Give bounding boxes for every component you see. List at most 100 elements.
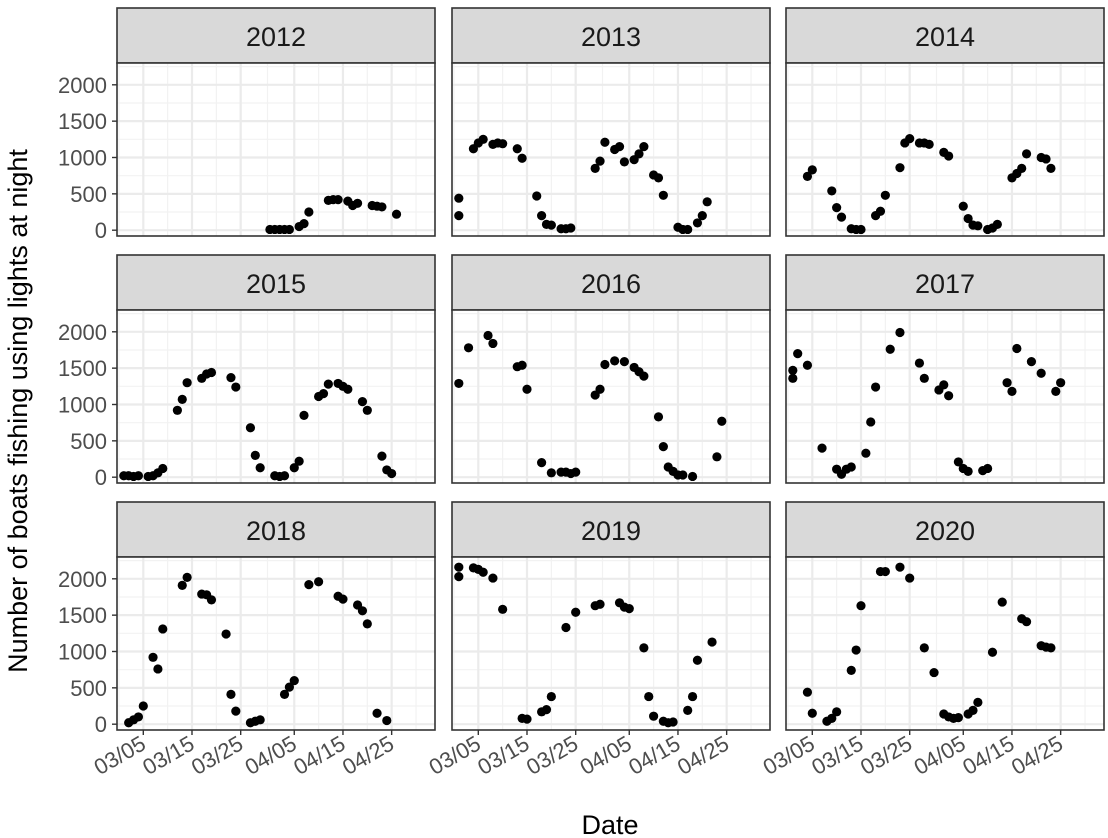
data-point: [1021, 149, 1032, 159]
data-point: [377, 202, 387, 212]
data-point: [454, 572, 464, 582]
data-point: [1046, 643, 1056, 653]
data-point: [644, 691, 654, 702]
data-point: [880, 566, 890, 577]
data-point: [707, 637, 717, 647]
data-point: [454, 378, 464, 389]
x-tick-label: 04/15: [624, 731, 684, 780]
y-tick-label: 2000: [58, 320, 107, 345]
y-tick-label: 2000: [58, 567, 107, 592]
facet-strip: [785, 7, 1105, 64]
data-point: [255, 463, 265, 473]
data-point: [153, 664, 163, 674]
data-point: [284, 682, 294, 692]
data-point: [851, 645, 861, 655]
data-point: [614, 141, 625, 152]
y-tick-label: 0: [95, 465, 107, 490]
data-point: [885, 344, 895, 354]
data-point: [634, 149, 644, 159]
data-point: [231, 706, 241, 716]
data-point: [624, 604, 634, 614]
data-point: [944, 391, 954, 401]
data-point: [387, 468, 397, 479]
data-point: [924, 139, 934, 150]
panel-border: [451, 62, 771, 237]
panel-border: [116, 62, 436, 237]
data-point: [532, 191, 542, 201]
data-point: [546, 220, 556, 230]
data-point: [289, 675, 299, 686]
data-point: [343, 384, 353, 394]
plot-area: [117, 557, 435, 730]
data-point: [619, 357, 629, 367]
y-tick-label: 0: [95, 712, 107, 737]
data-point: [905, 133, 915, 144]
data-point: [712, 452, 722, 462]
panel-border: [785, 556, 1105, 731]
data-point: [522, 714, 532, 724]
data-point: [284, 224, 294, 235]
data-point: [1017, 163, 1027, 173]
data-point: [498, 604, 508, 614]
data-point: [488, 338, 498, 349]
data-point: [299, 410, 309, 420]
facet-strip: [451, 254, 771, 311]
data-point: [658, 190, 668, 200]
facet-strip: [451, 501, 771, 558]
facet-strip: [785, 501, 1105, 558]
data-point: [333, 195, 343, 205]
data-point: [619, 157, 629, 167]
data-point: [802, 360, 813, 370]
data-point: [221, 629, 231, 639]
data-point: [832, 203, 842, 213]
y-axis-title: Number of boats fishing using lights at …: [3, 149, 33, 673]
data-point: [546, 468, 556, 478]
data-point: [1051, 386, 1061, 397]
data-point: [391, 209, 402, 219]
data-point: [357, 606, 368, 616]
x-tick-label: 03/25: [187, 731, 247, 780]
facet-strip: [116, 254, 436, 311]
y-tick-label: 1000: [58, 639, 107, 664]
data-point: [653, 173, 664, 183]
data-point: [692, 218, 703, 228]
data-point: [1007, 386, 1017, 397]
data-point: [537, 458, 547, 468]
data-point: [914, 358, 925, 368]
data-point: [895, 163, 905, 173]
data-point: [595, 384, 605, 394]
y-tick-label: 1000: [58, 392, 107, 417]
data-point: [939, 380, 949, 390]
data-point: [382, 715, 392, 726]
data-point: [1046, 163, 1056, 173]
x-tick-label: 03/05: [425, 731, 485, 780]
data-point: [793, 349, 803, 359]
data-point: [687, 471, 698, 482]
data-point: [788, 373, 798, 383]
facet-panel-2013: 2013: [451, 7, 771, 237]
data-point: [546, 691, 556, 702]
data-point: [488, 573, 498, 583]
facet-strip-label: 2020: [915, 516, 975, 546]
data-point: [953, 457, 963, 467]
data-point: [289, 463, 299, 473]
data-point: [158, 463, 168, 474]
data-point: [294, 456, 304, 466]
facet-strip-label: 2012: [246, 22, 306, 52]
data-point: [692, 655, 703, 665]
facet-panel-2018: 2018 0 500 1000 1500 2000 03/0503/1503/2504/05…: [58, 501, 436, 780]
y-tick-label: 500: [70, 676, 107, 701]
panel-border: [785, 309, 1105, 484]
data-point: [357, 396, 368, 407]
data-point: [788, 365, 798, 375]
data-point: [177, 580, 187, 590]
data-point: [973, 697, 983, 707]
x-tick-label: 04/15: [289, 731, 349, 780]
data-point: [362, 405, 372, 415]
data-point: [352, 198, 363, 208]
plot-area: [117, 63, 435, 236]
x-tick-label: 03/15: [473, 731, 533, 780]
x-tick-label: 03/05: [759, 731, 819, 780]
